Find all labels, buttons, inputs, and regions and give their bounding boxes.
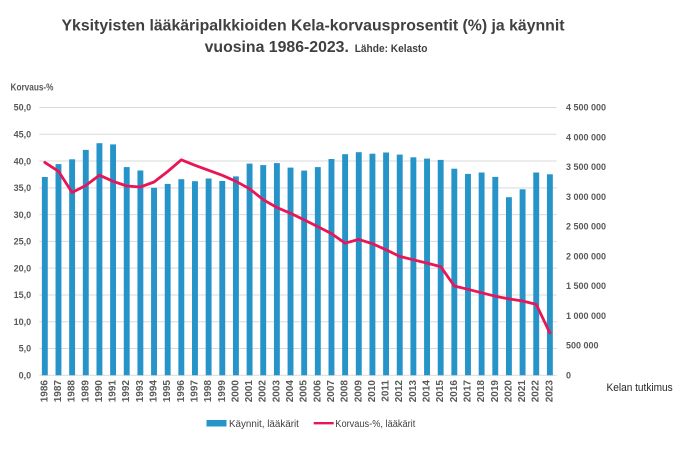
svg-text:Korvaus-%, lääkärit: Korvaus-%, lääkärit <box>335 419 415 430</box>
svg-text:2019: 2019 <box>490 380 501 403</box>
svg-text:Yksityisten lääkäripalkkioiden: Yksityisten lääkäripalkkioiden Kela-korv… <box>62 17 566 34</box>
svg-text:2021: 2021 <box>517 380 528 403</box>
svg-text:2007: 2007 <box>326 380 337 403</box>
svg-text:2002: 2002 <box>258 380 269 403</box>
svg-text:Käynnit, lääkärit: Käynnit, lääkärit <box>229 419 299 430</box>
svg-text:1990: 1990 <box>94 380 105 403</box>
svg-text:2004: 2004 <box>285 380 296 403</box>
svg-text:20,0: 20,0 <box>14 263 32 273</box>
svg-text:4 500 000: 4 500 000 <box>566 103 606 113</box>
svg-text:1986: 1986 <box>39 380 50 403</box>
svg-text:30,0: 30,0 <box>14 210 32 220</box>
svg-text:10,0: 10,0 <box>14 317 32 327</box>
svg-text:vuosina 1986-2023.: vuosina 1986-2023. <box>205 39 349 56</box>
svg-text:2003: 2003 <box>271 380 282 403</box>
svg-text:1988: 1988 <box>67 380 78 403</box>
svg-text:40,0: 40,0 <box>14 156 32 166</box>
svg-text:15,0: 15,0 <box>14 290 32 300</box>
svg-text:1991: 1991 <box>108 380 119 403</box>
svg-text:3 000 000: 3 000 000 <box>566 192 606 202</box>
svg-text:1 000 000: 1 000 000 <box>566 311 606 321</box>
svg-text:2001: 2001 <box>244 380 255 403</box>
svg-text:4 000 000: 4 000 000 <box>566 132 606 142</box>
svg-text:45,0: 45,0 <box>14 129 32 139</box>
svg-text:2006: 2006 <box>312 380 323 403</box>
svg-text:Lähde: Kelasto: Lähde: Kelasto <box>355 43 428 55</box>
svg-text:Kelan tutkimus: Kelan tutkimus <box>607 382 674 394</box>
svg-text:Korvaus-%: Korvaus-% <box>11 82 54 93</box>
svg-text:1996: 1996 <box>176 380 187 403</box>
svg-text:5,0: 5,0 <box>19 344 32 354</box>
svg-text:2 500 000: 2 500 000 <box>566 222 606 232</box>
svg-text:2017: 2017 <box>462 380 473 403</box>
svg-text:2009: 2009 <box>353 380 364 403</box>
svg-text:2016: 2016 <box>449 380 460 403</box>
svg-text:0: 0 <box>566 371 571 381</box>
svg-text:2023: 2023 <box>544 380 555 403</box>
svg-text:2005: 2005 <box>299 380 310 403</box>
svg-text:2 000 000: 2 000 000 <box>566 251 606 261</box>
svg-text:1989: 1989 <box>80 380 91 403</box>
svg-text:2008: 2008 <box>340 380 351 403</box>
svg-text:1995: 1995 <box>162 380 173 403</box>
svg-text:2020: 2020 <box>503 380 514 403</box>
svg-text:1987: 1987 <box>53 380 64 403</box>
svg-text:500 000: 500 000 <box>566 341 599 351</box>
svg-text:1992: 1992 <box>121 380 132 403</box>
svg-text:2000: 2000 <box>230 380 241 403</box>
svg-text:2022: 2022 <box>531 380 542 403</box>
svg-text:2014: 2014 <box>422 380 433 403</box>
svg-text:2013: 2013 <box>408 380 419 403</box>
svg-text:1994: 1994 <box>149 380 160 403</box>
svg-text:2018: 2018 <box>476 380 487 403</box>
svg-text:1 500 000: 1 500 000 <box>566 281 606 291</box>
svg-text:1997: 1997 <box>189 380 200 403</box>
svg-text:25,0: 25,0 <box>14 237 32 247</box>
svg-text:3 500 000: 3 500 000 <box>566 162 606 172</box>
svg-text:35,0: 35,0 <box>14 183 32 193</box>
svg-text:0,0: 0,0 <box>19 371 32 381</box>
svg-text:50,0: 50,0 <box>14 103 32 113</box>
svg-text:2011: 2011 <box>381 380 392 402</box>
svg-text:2012: 2012 <box>394 380 405 403</box>
svg-text:1999: 1999 <box>217 380 228 403</box>
svg-text:2010: 2010 <box>367 380 378 403</box>
svg-text:1993: 1993 <box>135 380 146 403</box>
svg-text:1998: 1998 <box>203 380 214 403</box>
svg-text:2015: 2015 <box>435 380 446 403</box>
